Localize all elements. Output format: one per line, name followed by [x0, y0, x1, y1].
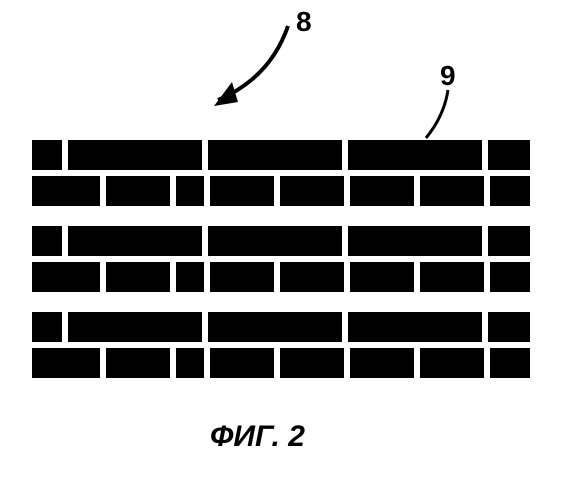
brick-rowB [210, 176, 274, 206]
brick-rowA [348, 312, 482, 342]
brick-rowB [106, 262, 170, 292]
brick-rowB [280, 176, 344, 206]
brick-rowB [490, 348, 530, 378]
brick-rowA [68, 312, 202, 342]
brick-rowB [280, 348, 344, 378]
brick-rowB [420, 348, 484, 378]
brick-rowB [176, 262, 204, 292]
brick-rowB [350, 348, 414, 378]
brick-rowA [208, 226, 342, 256]
figure-canvas: 8 9 ФИГ. 2 [0, 0, 562, 500]
brick-rowB [106, 348, 170, 378]
brick-rowB [106, 176, 170, 206]
brick-rowA [488, 226, 530, 256]
brick-rowA [68, 140, 202, 170]
brick-rowB [490, 262, 530, 292]
brick-rowA [488, 312, 530, 342]
brick-rowB [32, 348, 100, 378]
brick-rowA [348, 140, 482, 170]
brick-rowB [420, 176, 484, 206]
brick-rowA [68, 226, 202, 256]
brick-rowA [348, 226, 482, 256]
brick-rowA [208, 140, 342, 170]
brick-rowB [32, 176, 100, 206]
brick-rowB [210, 262, 274, 292]
brick-rowB [210, 348, 274, 378]
brick-rowB [280, 262, 344, 292]
brick-rowB [176, 348, 204, 378]
figure-caption: ФИГ. 2 [210, 420, 305, 454]
brick-rowB [32, 262, 100, 292]
brick-rowA [208, 312, 342, 342]
brick-rowA [32, 312, 62, 342]
brick-rowB [350, 176, 414, 206]
brick-rowA [32, 140, 62, 170]
brick-rowB [176, 176, 204, 206]
brick-rowB [490, 176, 530, 206]
brick-rowB [420, 262, 484, 292]
brick-rowA [488, 140, 530, 170]
brick-rowA [32, 226, 62, 256]
brick-rowB [350, 262, 414, 292]
